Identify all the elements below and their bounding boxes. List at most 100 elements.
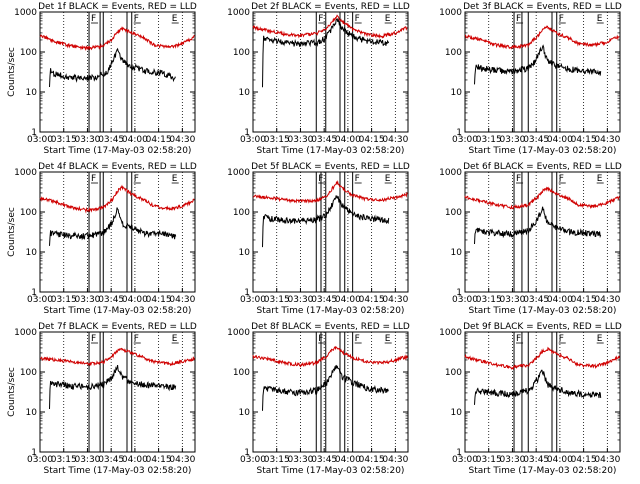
x-tick-label: 03:15 [476, 455, 502, 465]
y-tick-label: 100 [233, 368, 250, 378]
x-tick-label: 03:15 [264, 455, 290, 465]
x-tick-label: 04:30 [169, 455, 195, 465]
range-mark-label: F [318, 334, 323, 344]
y-tick-label: 10 [26, 248, 38, 258]
y-tick-label: 1 [31, 128, 37, 138]
x-tick-label: 04:15 [146, 135, 172, 145]
x-tick-label: 03:30 [287, 455, 313, 465]
y-tick-label: 10 [239, 408, 251, 418]
range-mark-label: E [385, 334, 391, 344]
x-axis-label: Start Time (17-May-03 02:58:20) [257, 306, 405, 316]
x-tick-label: 04:30 [594, 455, 620, 465]
lld-series-line [252, 345, 408, 368]
y-axis-label: Counts/sec [7, 47, 17, 97]
y-tick-label: 1 [31, 448, 37, 458]
plot-frame [39, 331, 196, 453]
y-tick-label: 100 [20, 48, 37, 58]
x-tick-label: 03:15 [51, 295, 77, 305]
events-series-line [262, 18, 390, 88]
range-mark-label: F [91, 14, 96, 24]
range-mark-label: E [385, 14, 391, 24]
panel-2: Det 2f BLACK = Events, RED = LLD03:0003:… [227, 2, 410, 156]
panel-8: Det 8f BLACK = Events, RED = LLD03:0003:… [227, 322, 410, 476]
x-tick-label: 03:00 [240, 455, 266, 465]
x-tick-label: 03:30 [499, 455, 525, 465]
y-tick-label: 1000 [227, 8, 250, 18]
y-tick-label: 10 [239, 88, 251, 98]
range-mark-label: F [355, 174, 360, 184]
y-tick-label: 1 [456, 128, 462, 138]
x-axis-label: Start Time (17-May-03 02:58:20) [469, 306, 617, 316]
y-axis-label: Counts/sec [7, 367, 17, 417]
range-mark-label: F [91, 174, 96, 184]
y-tick-label: 1000 [227, 328, 250, 338]
events-series-line [262, 195, 390, 248]
x-tick-label: 03:00 [27, 455, 53, 465]
panel-6: Det 6f BLACK = Events, RED = LLD03:0003:… [439, 162, 622, 316]
y-tick-label: 10 [239, 248, 251, 258]
x-tick-label: 03:45 [311, 455, 337, 465]
lld-series-line [39, 184, 195, 214]
plot-frame [39, 171, 196, 293]
range-mark-label: F [516, 14, 521, 24]
x-tick-label: 04:30 [382, 135, 408, 145]
y-tick-label: 1 [456, 288, 462, 298]
y-tick-label: 1000 [439, 168, 462, 178]
x-axis-label: Start Time (17-May-03 02:58:20) [44, 466, 192, 476]
panel-5: Det 5f BLACK = Events, RED = LLD03:0003:… [227, 162, 410, 316]
y-tick-label: 100 [445, 208, 462, 218]
range-mark-label: E [172, 14, 178, 24]
x-tick-label: 03:00 [27, 295, 53, 305]
lld-series-line [252, 14, 408, 40]
x-tick-label: 03:30 [499, 295, 525, 305]
range-mark-label: E [597, 174, 603, 184]
y-tick-label: 100 [233, 208, 250, 218]
x-tick-label: 03:30 [74, 295, 100, 305]
events-series-line [49, 47, 176, 88]
x-axis-label: Start Time (17-May-03 02:58:20) [469, 146, 617, 156]
x-tick-label: 03:30 [74, 455, 100, 465]
x-tick-label: 04:30 [382, 455, 408, 465]
panel-title: Det 9f BLACK = Events, RED = LLD [463, 322, 622, 332]
x-tick-label: 04:15 [146, 295, 172, 305]
y-tick-label: 1 [244, 448, 250, 458]
panel-1: Det 1f BLACK = Events, RED = LLD03:0003:… [7, 2, 197, 156]
x-tick-label: 03:15 [264, 295, 290, 305]
panel-9: Det 9f BLACK = Events, RED = LLD03:0003:… [439, 322, 622, 476]
y-tick-label: 1000 [14, 8, 37, 18]
range-mark-label: F [355, 334, 360, 344]
y-tick-label: 10 [451, 248, 463, 258]
x-tick-label: 03:45 [98, 295, 124, 305]
plot-frame [252, 331, 409, 453]
x-tick-label: 04:15 [359, 455, 385, 465]
plot-frame [39, 11, 196, 133]
y-tick-label: 1 [456, 448, 462, 458]
x-tick-label: 04:15 [571, 455, 597, 465]
range-mark-label: F [318, 174, 323, 184]
x-tick-label: 03:45 [523, 295, 549, 305]
x-tick-label: 04:00 [335, 295, 361, 305]
range-mark-label: F [516, 334, 521, 344]
x-tick-label: 03:45 [311, 135, 337, 145]
range-mark-label: E [597, 14, 603, 24]
panel-3: Det 3f BLACK = Events, RED = LLD03:0003:… [439, 2, 622, 156]
x-tick-label: 03:15 [476, 135, 502, 145]
x-tick-label: 04:00 [335, 135, 361, 145]
x-tick-label: 04:15 [359, 135, 385, 145]
x-tick-label: 03:15 [51, 135, 77, 145]
plot-frame [464, 331, 621, 453]
x-tick-label: 03:30 [499, 135, 525, 145]
x-tick-label: 03:15 [264, 135, 290, 145]
y-tick-label: 1 [31, 288, 37, 298]
x-tick-label: 03:15 [476, 295, 502, 305]
events-series-line [474, 369, 602, 405]
x-tick-label: 04:00 [122, 455, 148, 465]
y-tick-label: 1000 [14, 168, 37, 178]
x-tick-label: 03:00 [240, 135, 266, 145]
x-tick-label: 03:00 [27, 135, 53, 145]
range-mark-label: F [559, 334, 564, 344]
range-mark-label: F [318, 14, 323, 24]
x-tick-label: 04:30 [382, 295, 408, 305]
panel-4: Det 4f BLACK = Events, RED = LLD03:0003:… [7, 162, 197, 316]
